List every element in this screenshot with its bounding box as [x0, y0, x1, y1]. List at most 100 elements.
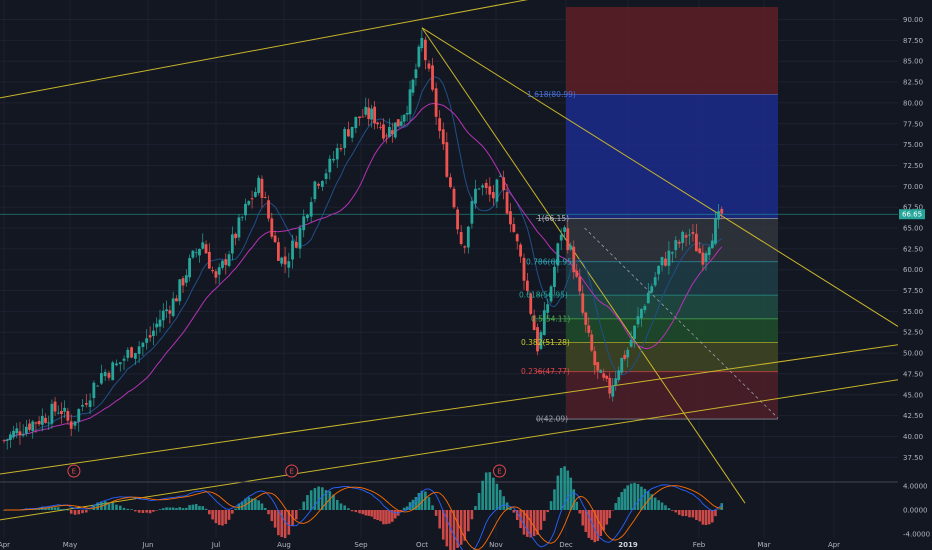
price-axis[interactable]: 4.0000 0.0000 -4.0000 37.50 40.00 42.50 45.00 4…: [899, 16, 930, 539]
macd-histogram-bar: [438, 510, 441, 529]
month-label: Aug: [277, 541, 291, 549]
macd-histogram-bar: [636, 483, 640, 510]
macd-histogram-bar: [324, 490, 328, 510]
candle-body: [714, 218, 717, 244]
candle-body: [402, 114, 406, 122]
candle-body: [168, 310, 172, 314]
macd-histogram-bar: [244, 498, 247, 510]
candle-body: [347, 129, 350, 137]
candle-body: [175, 298, 178, 302]
time-axis[interactable]: Apr May Jun Jul Aug Sep Oct Nov Dec 2019 Feb Mar Apr: [0, 541, 840, 549]
macd-histogram-bar: [542, 510, 546, 521]
macd-histogram-bar: [152, 510, 155, 512]
fibonacci-labels: 1(66.15) 0.786(60.95) 0.618(56.95) 0.5(54.1…: [519, 90, 576, 423]
macd-histogram-bar: [388, 510, 391, 524]
candle-body: [34, 422, 38, 424]
macd-histogram-bar: [158, 509, 162, 510]
trendline[interactable]: [421, 27, 899, 327]
candle-body: [688, 234, 691, 236]
candle-body: [122, 358, 126, 361]
macd-histogram-bar: [512, 510, 516, 513]
candle-body: [677, 241, 681, 244]
candle-body: [247, 201, 251, 205]
macd-histogram-bar: [50, 507, 54, 510]
candle-body: [539, 332, 543, 349]
candle-body: [84, 403, 88, 405]
macd-histogram-bar: [237, 503, 241, 510]
candle-body: [488, 186, 492, 195]
earnings-label: E: [72, 468, 76, 476]
macd-histogram-bar: [445, 510, 449, 547]
candle-body: [181, 278, 185, 286]
macd-histogram-bar: [250, 498, 254, 510]
macd-histogram-bar: [379, 510, 382, 522]
trendline[interactable]: [0, 0, 555, 99]
macd-histogram-bar: [191, 504, 195, 510]
candle-body: [452, 188, 456, 208]
candle-body: [92, 382, 96, 399]
macd-histogram-bar: [155, 510, 159, 511]
trendline[interactable]: [0, 344, 899, 475]
candle-body: [653, 277, 657, 286]
macd-histogram-bar: [549, 501, 553, 510]
macd-histogram-bar: [695, 510, 698, 520]
macd-histogram-bar: [463, 510, 467, 541]
candle-body: [385, 135, 388, 137]
candle-body: [608, 377, 612, 394]
macd-histogram-bar: [96, 502, 99, 510]
macd-histogram-bar: [247, 497, 251, 510]
macd-histogram-bar: [584, 510, 588, 533]
candle-body: [376, 122, 379, 125]
candle-body: [260, 178, 264, 198]
candle-body: [276, 242, 280, 261]
month-label: Jun: [142, 541, 154, 549]
candle-body: [253, 191, 257, 197]
macd-histogram-bar: [417, 492, 421, 510]
trendlines[interactable]: [0, 0, 899, 521]
macd-histogram-bar: [221, 510, 224, 526]
price-tick-label: 55.00: [903, 308, 923, 316]
macd-histogram-bar: [498, 489, 502, 510]
macd-histogram-bar: [370, 510, 373, 517]
macd-histogram-bar: [178, 507, 182, 510]
macd-histogram-bar: [188, 505, 191, 510]
candle-body: [620, 357, 624, 373]
candle-body: [161, 310, 165, 321]
macd-histogram-bar: [270, 510, 274, 522]
macd-histogram-bar: [563, 466, 566, 510]
earnings-marker[interactable]: [67, 464, 81, 478]
candle-body: [417, 46, 421, 67]
candle-body: [463, 246, 467, 248]
earnings-marker[interactable]: [493, 464, 506, 478]
trendline[interactable]: [421, 27, 746, 504]
macd-histogram-bar: [267, 510, 270, 515]
trendline[interactable]: [0, 379, 899, 521]
macd-histogram-bar: [382, 510, 385, 525]
candle-body: [459, 231, 463, 244]
macd-histogram-bar: [376, 510, 379, 521]
macd-histogram-bar: [37, 508, 41, 510]
macd-histogram-bar: [424, 491, 427, 510]
macd-histogram-bar: [477, 492, 481, 510]
fibonacci-bands: [536, 7, 779, 420]
earnings-marker[interactable]: [285, 464, 299, 478]
macd-histogram-bar: [581, 510, 585, 526]
macd-histogram-bar: [559, 467, 563, 510]
macd-histogram-bar: [126, 508, 130, 510]
candle-body: [636, 316, 640, 325]
candle-body: [427, 63, 431, 69]
macd-histogram-bar: [181, 508, 185, 510]
macd-histogram-bar: [427, 497, 431, 510]
price-tick-label: 67.50: [903, 204, 923, 212]
candle-body: [710, 240, 714, 249]
macd-histogram-bar: [575, 501, 579, 510]
macd-histogram-bar: [495, 483, 499, 510]
month-label: May: [63, 541, 77, 549]
month-label: Dec: [559, 541, 573, 549]
macd-histogram-bar: [254, 498, 257, 510]
macd-histogram-bar: [717, 509, 720, 511]
earnings-label: E: [497, 468, 501, 476]
macd-histogram-bar: [198, 505, 201, 510]
